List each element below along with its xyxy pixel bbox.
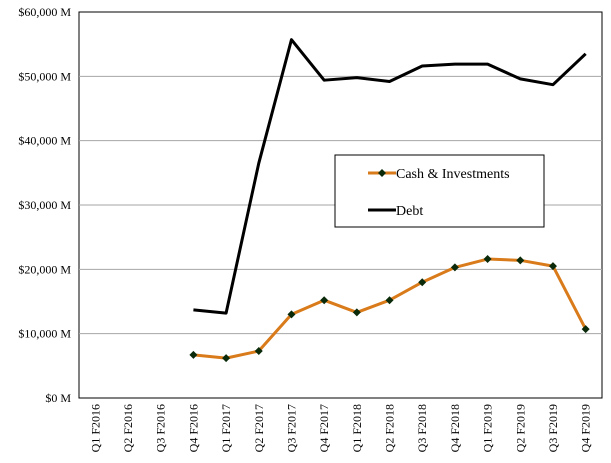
cash-investments-point (352, 308, 361, 317)
x-tick-label: Q4 F2017 (317, 404, 331, 452)
cash-investments-point (483, 255, 492, 264)
x-tick-label: Q3 F2016 (154, 404, 168, 452)
x-tick-label: Q3 F2018 (415, 404, 429, 452)
y-tick-label: $0 M (45, 391, 71, 405)
y-tick-label: $30,000 M (18, 198, 71, 212)
x-tick-label: Q1 F2018 (350, 404, 364, 452)
x-tick-label: Q4 F2016 (186, 404, 200, 452)
y-tick-label: $20,000 M (18, 262, 71, 276)
cash-investments-point (418, 278, 427, 287)
legend-label-cash: Cash & Investments (396, 167, 510, 182)
y-tick-label: $40,000 M (18, 134, 71, 148)
legend-box (334, 154, 545, 228)
x-tick-label: Q4 F2018 (448, 404, 462, 452)
x-axis-ticks: Q1 F2016 Q2 F2016 Q3 F2016 Q4 F2016 Q1 F2017… (88, 404, 592, 452)
cash-investments-point (581, 325, 590, 334)
cash-investments-point (450, 263, 459, 272)
x-tick-label: Q3 F2019 (546, 404, 560, 452)
legend-marker-cash (378, 169, 386, 177)
x-tick-label: Q2 F2016 (121, 404, 135, 452)
x-tick-label: Q1 F2017 (219, 404, 233, 452)
x-tick-label: Q3 F2017 (284, 404, 298, 452)
x-tick-label: Q2 F2018 (383, 404, 397, 452)
cash-investments-point (254, 347, 263, 356)
series-markers (189, 255, 590, 363)
cash-investments-point (222, 354, 231, 363)
y-tick-label: $50,000 M (18, 69, 71, 83)
cash-investments-point (189, 350, 198, 359)
y-tick-label: $60,000 M (18, 5, 71, 19)
x-tick-label: Q1 F2019 (481, 404, 495, 452)
debt-line (193, 38, 587, 315)
cash-investments-point (548, 262, 557, 271)
cash-investments-point (516, 256, 525, 265)
x-tick-label: Q2 F2019 (513, 404, 527, 452)
x-tick-label: Q2 F2017 (252, 404, 266, 452)
cash-investments-point (320, 296, 329, 305)
cash-investments-point (287, 310, 296, 319)
x-tick-label: Q4 F2019 (579, 404, 593, 452)
x-tick-label: Q1 F2016 (88, 404, 102, 452)
cash-investments-point (385, 296, 394, 305)
legend-label-debt: Debt (396, 204, 423, 219)
legend: Cash & Investments Debt (334, 154, 545, 228)
y-tick-label: $10,000 M (18, 327, 71, 341)
y-axis-ticks: $0 M $10,000 M $20,000 M $30,000 M $40,000 M… (18, 5, 71, 405)
